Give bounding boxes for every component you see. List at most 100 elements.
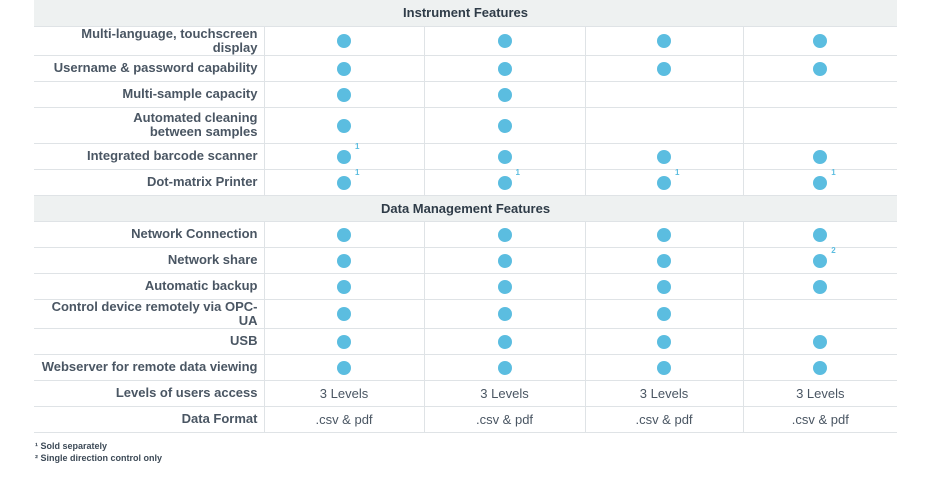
feature-cell (263, 81, 424, 108)
dot-wrapper (657, 148, 671, 164)
feature-cell (742, 107, 898, 144)
included-dot-icon (337, 307, 351, 322)
dot-wrapper: 1 (337, 168, 359, 190)
footnote-marker: 1 (355, 142, 360, 152)
cell-value: 3 Levels (796, 385, 845, 401)
feature-cell (423, 354, 585, 381)
feature-label: Webserver for remote data viewing (34, 354, 264, 381)
included-dot-icon (497, 175, 512, 190)
feature-cell (584, 81, 743, 108)
feature-label: Multi-sample capacity (34, 81, 264, 108)
included-dot-icon (337, 227, 351, 242)
feature-cell: .csv & pdf (263, 406, 424, 433)
feature-label: Control device remotely via OPC-UA (34, 299, 264, 329)
feature-cell (423, 55, 585, 82)
dot-wrapper (657, 252, 671, 268)
feature-cell (584, 221, 743, 248)
table-row: Dot-matrix Printer 1 1 1 1 (34, 168, 898, 196)
dot-wrapper (497, 60, 512, 76)
feature-cell (742, 55, 898, 82)
dot-wrapper (497, 86, 512, 102)
included-dot-icon (813, 360, 828, 375)
feature-cell (742, 143, 898, 170)
feature-cell (742, 221, 898, 248)
cell-value: 3 Levels (480, 385, 529, 401)
feature-table: Instrument Features Multi-language, touch… (34, 0, 898, 433)
feature-cell: 3 Levels (742, 380, 898, 407)
feature-cell (584, 55, 743, 82)
section-header-row: Data Management Features (34, 195, 898, 222)
table-row: Multi-language, touchscreen display (34, 26, 898, 56)
included-dot-icon (337, 334, 351, 349)
cell-value: 3 Levels (319, 385, 369, 401)
feature-cell: 1 (263, 168, 424, 196)
feature-cell: 1 (584, 168, 743, 196)
included-dot-icon (337, 253, 351, 268)
included-dot-icon (337, 118, 351, 133)
dot-wrapper (497, 359, 512, 375)
feature-label: Levels of users access (34, 380, 264, 407)
dot-wrapper (657, 333, 671, 349)
included-dot-icon (497, 61, 512, 76)
feature-cell: .csv & pdf (423, 406, 585, 433)
dot-wrapper (497, 333, 512, 349)
dot-wrapper (657, 33, 671, 49)
feature-cell (584, 26, 743, 56)
included-dot-icon (813, 334, 828, 349)
dot-wrapper: 1 (657, 168, 679, 190)
dot-wrapper (497, 33, 512, 49)
included-dot-icon (657, 334, 671, 349)
feature-cell: .csv & pdf (584, 406, 743, 433)
table-row: Network Connection (34, 221, 898, 248)
dot-wrapper (337, 306, 351, 322)
feature-label: Automatic backup (34, 273, 264, 300)
dot-wrapper (497, 117, 512, 133)
dot-wrapper (337, 60, 351, 76)
dot-wrapper (813, 148, 828, 164)
feature-cell: 3 Levels (423, 380, 585, 407)
feature-cell (742, 299, 898, 329)
table-row: USB (34, 328, 898, 355)
feature-cell: 1 (742, 168, 898, 196)
feature-cell (423, 328, 585, 355)
feature-label: Automated cleaning between samples (34, 107, 264, 144)
dot-wrapper (337, 33, 351, 49)
feature-cell (263, 299, 424, 329)
feature-cell (584, 107, 743, 144)
dot-wrapper (657, 226, 671, 242)
table-row: Username & password capability (34, 55, 898, 82)
feature-cell: 3 Levels (263, 380, 424, 407)
dot-wrapper (813, 33, 828, 49)
dot-wrapper (657, 278, 671, 294)
cell-value: .csv & pdf (315, 411, 373, 427)
included-dot-icon (657, 307, 671, 322)
table-row: Control device remotely via OPC-UA (34, 299, 898, 329)
included-dot-icon (813, 253, 828, 268)
footnote-marker: 2 (831, 246, 836, 256)
dot-wrapper (497, 226, 512, 242)
feature-label: Network share (34, 247, 264, 274)
feature-cell (263, 273, 424, 300)
dot-wrapper (337, 86, 351, 102)
included-dot-icon (813, 279, 828, 294)
included-dot-icon (657, 34, 671, 49)
dot-wrapper (813, 278, 828, 294)
included-dot-icon (657, 360, 671, 375)
table-row: Webserver for remote data viewing (34, 354, 898, 381)
included-dot-icon (337, 61, 351, 76)
feature-label: Dot-matrix Printer (34, 169, 264, 196)
included-dot-icon (337, 34, 351, 49)
feature-cell (263, 221, 424, 248)
included-dot-icon (813, 61, 828, 76)
included-dot-icon (497, 279, 512, 294)
footnotes: ¹ Sold separately ² Single direction con… (35, 440, 162, 464)
dot-wrapper (497, 278, 512, 294)
footnote: ² Single direction control only (35, 453, 163, 463)
dot-wrapper (337, 333, 351, 349)
feature-cell (263, 107, 424, 144)
included-dot-icon (497, 334, 512, 349)
feature-cell (423, 273, 585, 300)
dot-wrapper (337, 117, 351, 133)
feature-cell (263, 328, 424, 355)
feature-label: Username & password capability (34, 55, 264, 82)
